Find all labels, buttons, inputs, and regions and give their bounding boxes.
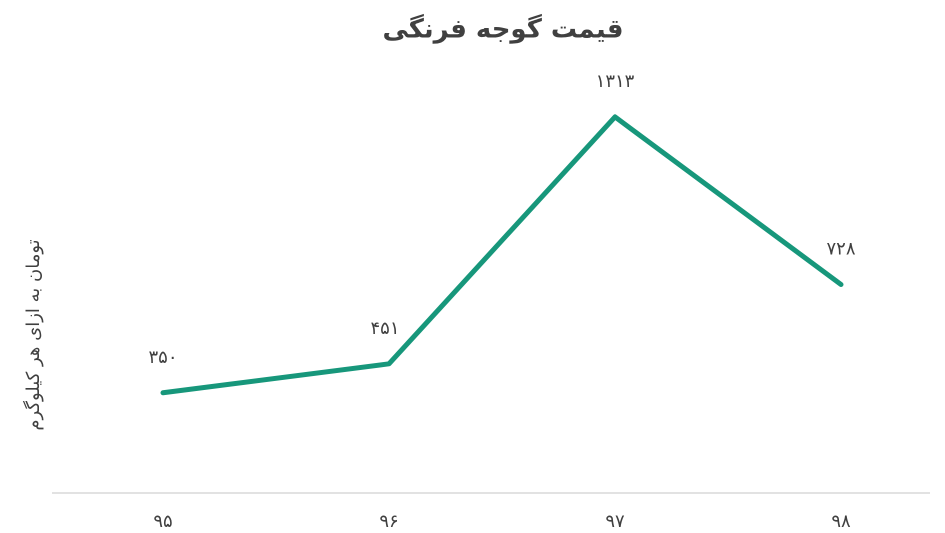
data-label: ۴۵۱ — [370, 318, 399, 339]
line — [160, 114, 844, 396]
chart-title: قیمت گوجه فرنگی — [382, 14, 623, 45]
data-label: ۳۵۰ — [148, 347, 177, 368]
x-tick-label: ۹۷ — [605, 511, 625, 532]
x-tick-label: ۹۵ — [153, 511, 172, 532]
data-label: ۱۳۱۳ — [596, 71, 635, 92]
x-tick-label: ۹۶ — [379, 511, 398, 532]
y-axis-label: تومان به ازای هر کیلوگرم — [22, 239, 44, 430]
data-label: ۷۲۸ — [826, 238, 855, 259]
x-tick-label: ۹۸ — [831, 511, 851, 532]
